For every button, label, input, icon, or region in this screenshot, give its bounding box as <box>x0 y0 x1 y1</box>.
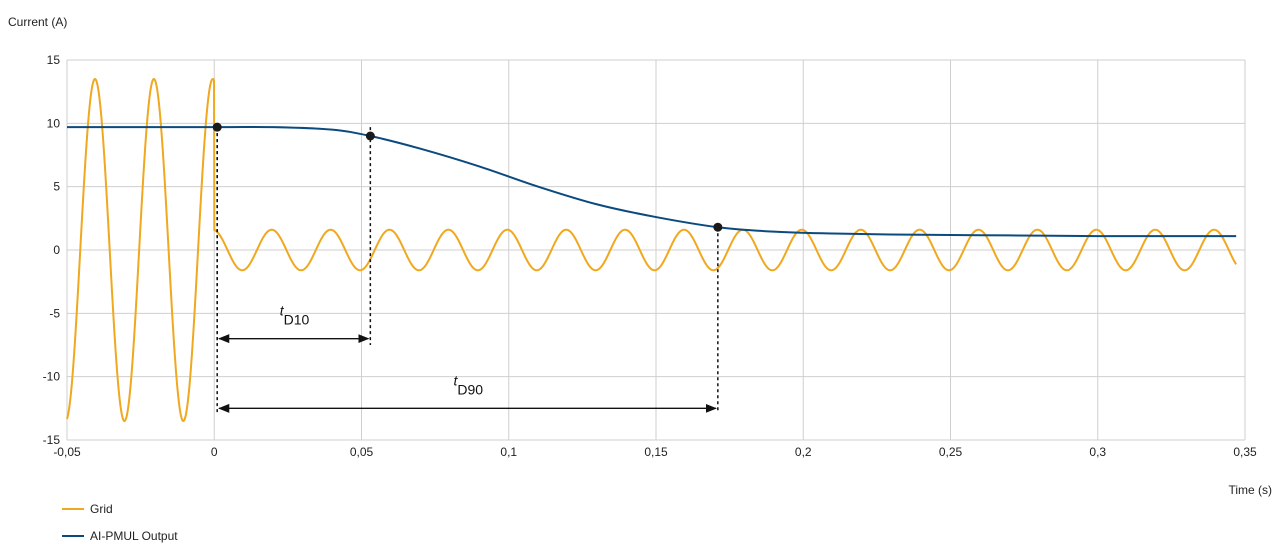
y-tick-label: -15 <box>43 433 61 447</box>
x-tick-label: 0,15 <box>644 445 668 459</box>
series-grid-line <box>66 77 1238 423</box>
y-axis-title: Current (A) <box>8 15 67 29</box>
annotation-label-t: t <box>280 303 285 319</box>
annotation-label: tD10 <box>280 303 310 328</box>
x-tick-label: 0 <box>211 445 218 459</box>
tick-labels: -0,05 0 0,05 0,1 0,15 0,2 0,25 0,3 0,35 -15 -10 -5 0… <box>43 53 1257 459</box>
y-tick-label: 0 <box>53 243 60 257</box>
markers <box>212 122 723 232</box>
x-tick-label: 0,35 <box>1233 445 1257 459</box>
x-tick-label: 0,3 <box>1089 445 1106 459</box>
x-tick-label: 0,05 <box>350 445 374 459</box>
annotation-label: tD90 <box>454 372 484 397</box>
annotation-label-subscript: D90 <box>457 381 483 397</box>
annotation-label-t: t <box>454 372 459 388</box>
x-axis-title: Time (s) <box>1228 483 1272 497</box>
data-marker <box>212 122 222 132</box>
data-marker <box>365 131 375 141</box>
series-group <box>66 77 1238 423</box>
y-tick-label: -5 <box>49 306 60 320</box>
y-tick-label: 15 <box>47 53 61 67</box>
annotation-label-subscript: D10 <box>284 312 310 328</box>
y-tick-label: 10 <box>47 116 61 130</box>
data-marker <box>713 222 723 232</box>
y-tick-label: 5 <box>53 180 60 194</box>
legend: Grid AI-PMUL Output <box>62 502 178 543</box>
x-tick-label: 0,1 <box>500 445 517 459</box>
legend-label: AI-PMUL Output <box>90 529 178 543</box>
legend-label: Grid <box>90 502 113 516</box>
x-tick-label: 0,2 <box>795 445 812 459</box>
series-ai-pmul-output-line <box>67 125 1237 238</box>
x-tick-label: 0,25 <box>939 445 963 459</box>
x-tick-label: -0,05 <box>53 445 81 459</box>
y-tick-label: -10 <box>43 370 61 384</box>
gridlines <box>66 59 1246 441</box>
